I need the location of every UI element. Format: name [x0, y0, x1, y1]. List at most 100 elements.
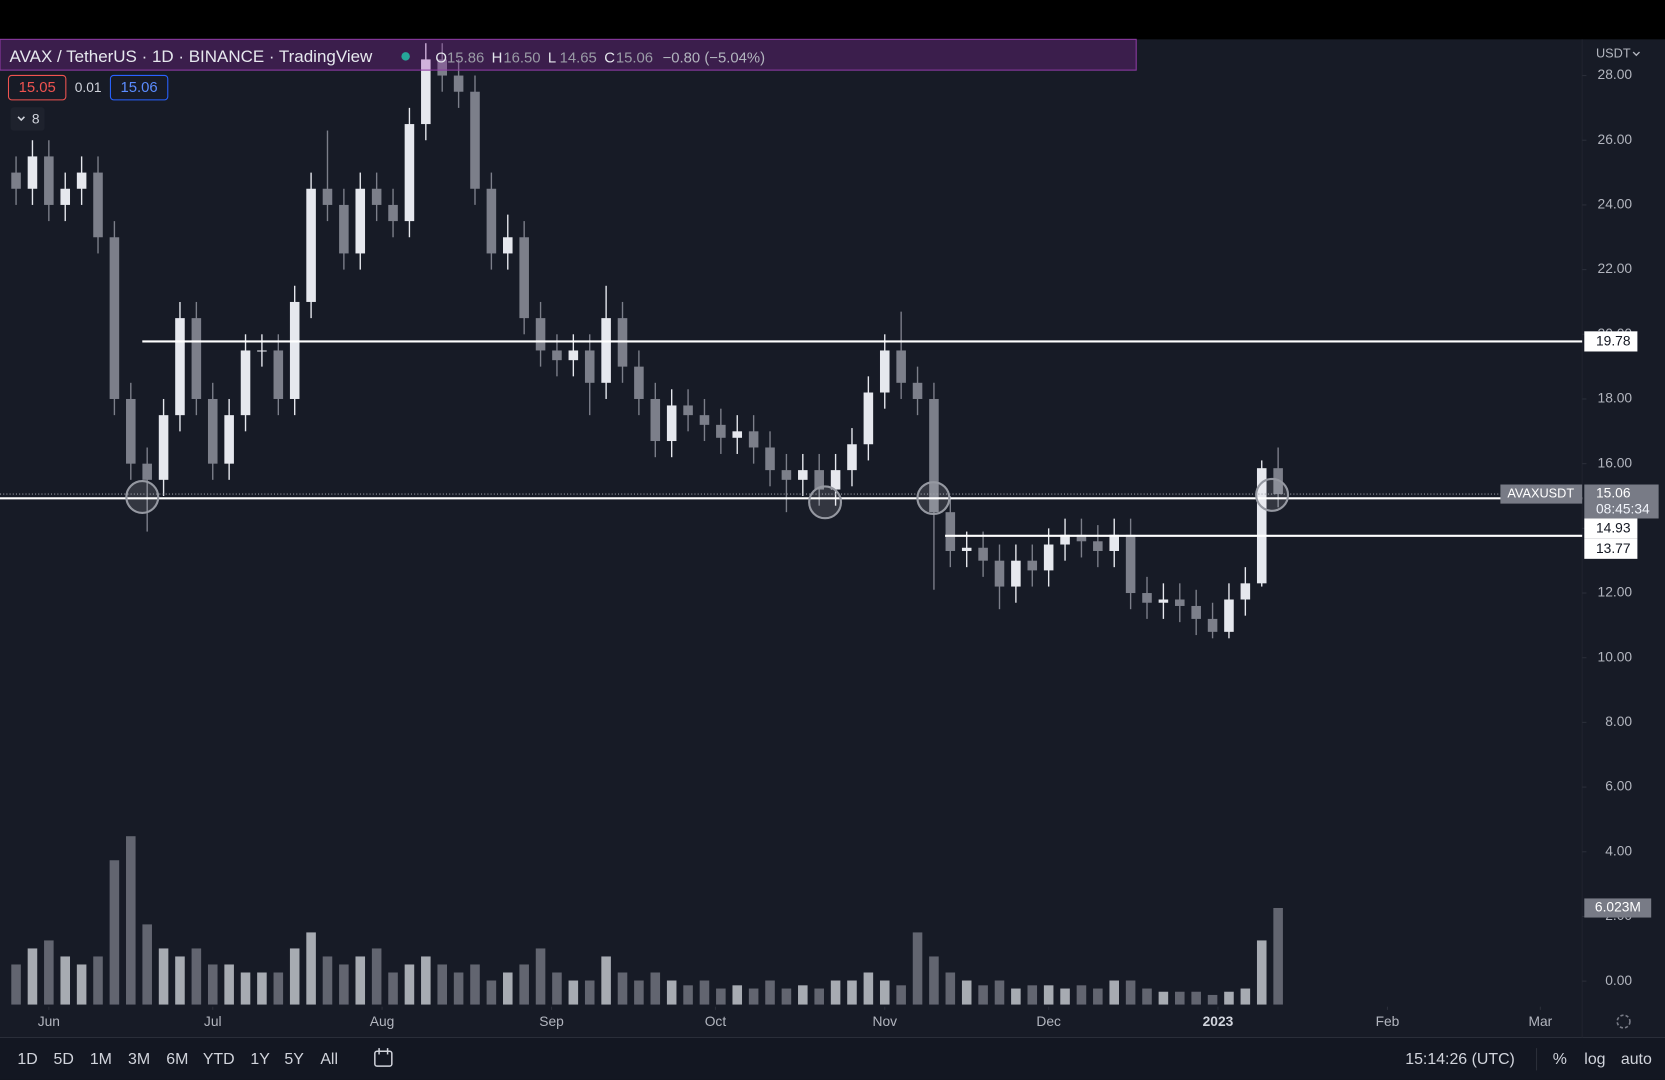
legend-key: L: [548, 50, 556, 66]
bid[interactable]: 15.05: [19, 80, 56, 96]
volume-bar: [371, 948, 382, 1005]
candle-body: [1060, 534, 1070, 545]
candle-body: [666, 405, 677, 442]
volume-bar: [93, 956, 103, 1005]
candle-body: [404, 124, 415, 222]
candle-body: [634, 366, 644, 399]
x-tick-label: Aug: [370, 1014, 395, 1029]
volume-bar: [912, 932, 923, 1005]
volume-bar: [896, 985, 906, 1005]
candle-body: [535, 318, 546, 351]
volume-bar: [814, 988, 824, 1005]
volume-bar: [355, 956, 366, 1005]
volume-bar: [339, 964, 349, 1005]
candle-body: [716, 424, 726, 438]
countdown: 08:45:34: [1596, 502, 1650, 517]
volume-bar: [470, 964, 480, 1005]
time-axis: Jun Jul Aug Sep Oct Nov Dec 2023 Feb Mar: [38, 1006, 1553, 1029]
ask-box[interactable]: [109, 74, 169, 101]
volume-bar: [781, 988, 792, 1005]
volume-bar: [175, 956, 185, 1005]
volume-bar: [961, 980, 972, 1005]
candle-body: [945, 512, 956, 551]
range-button[interactable]: 1D: [17, 1051, 37, 1068]
volume-bar: [1076, 985, 1087, 1005]
candle-body: [470, 91, 480, 189]
candle-body: [1076, 534, 1087, 542]
y-tick-label: 18.00: [1598, 391, 1633, 406]
volume-bar: [863, 972, 874, 1005]
range-button[interactable]: YTD: [203, 1051, 235, 1068]
range-button[interactable]: 5Y: [284, 1051, 304, 1068]
volume-bar: [798, 985, 808, 1005]
volume-bar: [830, 980, 841, 1005]
volume-bar: [289, 948, 300, 1005]
candle-body: [830, 470, 841, 490]
candle-body: [191, 318, 202, 399]
volume-bar: [404, 964, 415, 1005]
candle-body: [584, 350, 595, 383]
circle-marker: [916, 481, 951, 516]
volume-bar: [437, 964, 447, 1005]
range-button[interactable]: 3M: [128, 1051, 150, 1068]
volume-bar: [76, 964, 87, 1005]
volume-bar: [1027, 985, 1038, 1005]
y-tick-label: 16.00: [1598, 455, 1633, 470]
volume-bar: [1109, 980, 1120, 1005]
range-button[interactable]: 5D: [54, 1051, 74, 1068]
ask[interactable]: 15.06: [121, 80, 158, 96]
scale-option[interactable]: log: [1584, 1051, 1605, 1068]
range-button[interactable]: All: [320, 1051, 338, 1068]
range-button[interactable]: 1M: [90, 1051, 112, 1068]
clock[interactable]: 15:14:26 (UTC): [1405, 1051, 1515, 1068]
y-tick-label: 26.00: [1598, 132, 1633, 147]
legend-key: O: [435, 50, 447, 66]
candle-body: [519, 237, 529, 319]
volume-bar: [552, 972, 562, 1005]
x-tick-label: 2023: [1203, 1014, 1234, 1029]
scale-option[interactable]: %: [1553, 1051, 1567, 1068]
range-button[interactable]: 6M: [166, 1051, 188, 1068]
volume-bar: [453, 972, 464, 1005]
settings-icon[interactable]: [1616, 1014, 1631, 1029]
volume-pane: [11, 836, 1283, 1005]
scale-option[interactable]: auto: [1621, 1051, 1652, 1068]
candle-body: [601, 318, 611, 383]
y-tick-label: 0.00: [1605, 973, 1632, 988]
candle-body: [961, 547, 972, 551]
indicator-toggle[interactable]: [10, 107, 45, 131]
candle-body: [306, 188, 316, 302]
candle-body: [699, 415, 710, 425]
level-label: 14.93: [1596, 521, 1631, 536]
candle-body: [109, 237, 120, 399]
volume-bar: [666, 980, 677, 1005]
volume-bar: [273, 972, 284, 1005]
level-label-box: [1584, 518, 1638, 539]
candle-body: [1043, 544, 1054, 571]
volume-bar: [126, 836, 136, 1005]
candle-body: [142, 463, 152, 480]
date-range-icon[interactable]: [374, 1048, 393, 1067]
candle-body: [175, 318, 185, 416]
currency[interactable]: USDT: [1596, 46, 1631, 61]
range-button[interactable]: 1Y: [250, 1051, 270, 1068]
y-tick-label: 24.00: [1598, 197, 1633, 212]
volume-bar: [1158, 991, 1169, 1005]
symbol-label: AVAXUSDT: [1507, 485, 1574, 500]
volume-bar: [27, 948, 38, 1005]
candle-body: [994, 560, 1005, 587]
volume-bar: [699, 980, 710, 1005]
chart-background: [0, 39, 1665, 1039]
volume-bar: [191, 948, 202, 1005]
candle-body: [748, 431, 759, 448]
volume-bar: [1142, 988, 1152, 1005]
volume-bar: [945, 972, 956, 1005]
circle-marker: [125, 480, 160, 514]
status-dot: [401, 52, 410, 61]
bid-box[interactable]: [7, 74, 67, 101]
top-bar: [0, 0, 1665, 40]
volume-bar: [634, 980, 644, 1005]
indicator-count[interactable]: 8: [32, 112, 40, 127]
candle-body: [76, 172, 87, 189]
candle-body: [339, 204, 349, 254]
